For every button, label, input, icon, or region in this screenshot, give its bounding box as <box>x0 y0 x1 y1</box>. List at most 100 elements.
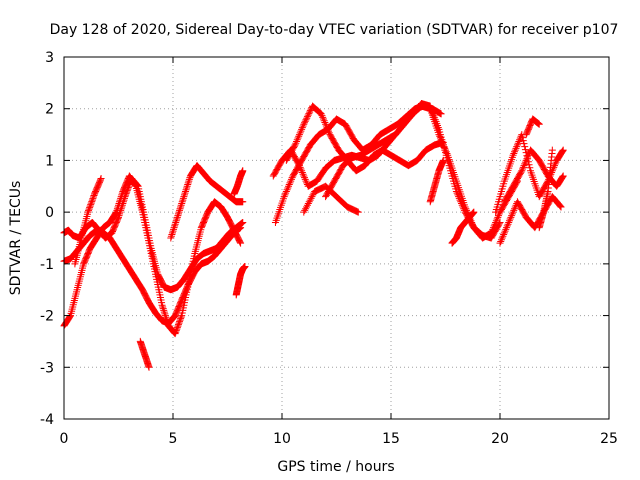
data-point <box>558 174 566 182</box>
data-point <box>97 175 105 183</box>
data-point <box>170 224 178 232</box>
data-point <box>175 208 183 216</box>
data-point <box>172 217 180 225</box>
data-point <box>180 193 188 201</box>
data-point <box>463 208 471 216</box>
data-point <box>168 231 176 239</box>
data-point <box>519 137 527 145</box>
data-point <box>551 162 558 170</box>
data-point <box>176 205 184 213</box>
data-point <box>285 181 293 189</box>
data-series-track-p <box>492 131 567 216</box>
data-point <box>177 201 185 209</box>
y-axis-label: SDTVAR / TECUs <box>8 181 24 296</box>
data-point <box>517 132 525 140</box>
data-point <box>497 236 505 244</box>
data-point <box>66 312 74 320</box>
data-point <box>487 229 495 237</box>
data-point <box>526 164 534 172</box>
data-point <box>183 182 191 190</box>
data-point <box>281 191 289 199</box>
data-point <box>173 213 181 221</box>
data-point <box>295 131 303 139</box>
y-tick-label: -2 <box>40 309 54 325</box>
data-point <box>461 203 469 211</box>
data-point <box>497 237 505 245</box>
data-point <box>115 201 122 209</box>
data-point <box>307 194 315 202</box>
data-point <box>181 189 189 197</box>
data-point <box>523 155 531 163</box>
data-point <box>117 193 125 201</box>
data-point <box>524 153 532 161</box>
data-point <box>303 203 311 211</box>
data-point <box>437 110 445 118</box>
data-point <box>299 122 307 130</box>
data-point <box>535 120 543 128</box>
data-point <box>296 129 304 137</box>
data-point <box>280 193 288 201</box>
data-point <box>292 139 300 147</box>
data-point <box>237 239 245 247</box>
data-point <box>519 163 527 171</box>
data-point <box>176 318 184 326</box>
data-series-track-k <box>282 102 447 175</box>
data-point <box>493 215 501 223</box>
data-point <box>500 229 508 237</box>
data-point <box>318 112 326 120</box>
data-point <box>503 224 511 232</box>
data-point <box>300 120 308 128</box>
data-point <box>185 175 193 183</box>
data-point <box>463 206 471 214</box>
data-point <box>325 127 333 135</box>
data-point <box>322 122 330 130</box>
y-tick-label: -3 <box>40 360 54 376</box>
data-point <box>84 208 92 216</box>
data-point <box>161 312 169 320</box>
data-point <box>299 170 307 178</box>
data-point <box>160 306 168 314</box>
data-point <box>160 308 168 316</box>
data-point <box>183 184 191 192</box>
data-point <box>509 151 517 159</box>
data-point <box>178 198 186 206</box>
data-point <box>293 136 301 144</box>
data-point <box>171 330 179 338</box>
data-point <box>321 119 329 127</box>
data-point <box>492 218 500 226</box>
data-point <box>436 132 444 140</box>
data-point <box>435 131 443 139</box>
data-point <box>511 146 519 154</box>
data-point <box>298 125 306 133</box>
data-point <box>282 187 290 195</box>
data-point <box>293 137 301 145</box>
y-tick-label: 2 <box>45 102 54 118</box>
data-point <box>559 173 567 181</box>
axis-ticks: 0 5 10 15 20 25 -4 -3 -2 -1 0 1 2 3 <box>40 50 618 447</box>
data-point <box>172 218 180 226</box>
data-series-track-h <box>230 167 247 198</box>
data-series-track-m <box>322 102 521 242</box>
data-point <box>308 193 316 201</box>
data-point <box>177 313 185 321</box>
data-point <box>510 206 518 214</box>
data-point <box>182 186 190 194</box>
data-point <box>89 193 97 201</box>
data-series-track-d <box>167 162 247 242</box>
data-point <box>511 148 519 156</box>
data-point <box>185 177 193 185</box>
data-point <box>320 117 328 125</box>
data-point <box>97 176 105 184</box>
x-tick-label: 25 <box>600 431 618 447</box>
data-point <box>440 143 448 151</box>
data-point <box>112 208 120 216</box>
data-point <box>170 225 178 233</box>
data-series-track-n <box>426 156 447 206</box>
data-point <box>468 220 476 228</box>
data-point <box>291 141 299 149</box>
data-point <box>85 207 93 215</box>
data-point <box>294 134 302 142</box>
data-point <box>239 218 247 226</box>
data-point <box>89 195 97 203</box>
